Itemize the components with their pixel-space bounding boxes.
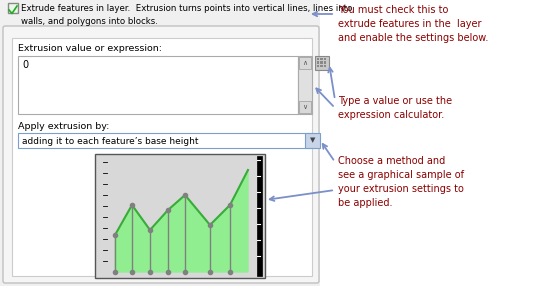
Bar — [317, 61, 319, 63]
Bar — [8, 3, 18, 13]
Text: Type a value or use the
expression calculator.: Type a value or use the expression calcu… — [338, 96, 452, 120]
Text: ▼: ▼ — [310, 138, 315, 144]
Text: Extrusion value or expression:: Extrusion value or expression: — [18, 44, 162, 53]
FancyBboxPatch shape — [3, 26, 319, 283]
Bar — [95, 154, 265, 278]
Bar — [320, 61, 323, 63]
Text: ∧: ∧ — [302, 60, 307, 66]
Bar — [315, 56, 329, 70]
Text: ∨: ∨ — [302, 104, 307, 110]
FancyBboxPatch shape — [12, 38, 312, 276]
Bar — [317, 57, 319, 60]
Bar — [18, 56, 298, 114]
Polygon shape — [115, 170, 248, 272]
Bar — [299, 57, 311, 69]
Bar — [323, 57, 326, 60]
Text: adding it to each feature’s base height: adding it to each feature’s base height — [22, 137, 199, 146]
Text: 0: 0 — [22, 60, 28, 70]
Bar — [257, 156, 262, 276]
Bar — [320, 57, 323, 60]
Text: Apply extrusion by:: Apply extrusion by: — [18, 122, 109, 131]
Bar — [320, 0, 547, 286]
Bar — [299, 101, 311, 113]
Bar — [18, 133, 311, 148]
Bar — [305, 133, 320, 148]
Text: You must check this to
extrude features in the  layer
and enable the settings be: You must check this to extrude features … — [338, 5, 488, 43]
Bar — [320, 65, 323, 67]
Bar — [323, 65, 326, 67]
Bar — [323, 61, 326, 63]
Text: Choose a method and
see a graphical sample of
your extrusion settings to
be appl: Choose a method and see a graphical samp… — [338, 156, 464, 208]
Bar — [298, 56, 312, 114]
Bar — [317, 65, 319, 67]
Text: Extrude features in layer.  Extrusion turns points into vertical lines, lines in: Extrude features in layer. Extrusion tur… — [21, 4, 352, 25]
